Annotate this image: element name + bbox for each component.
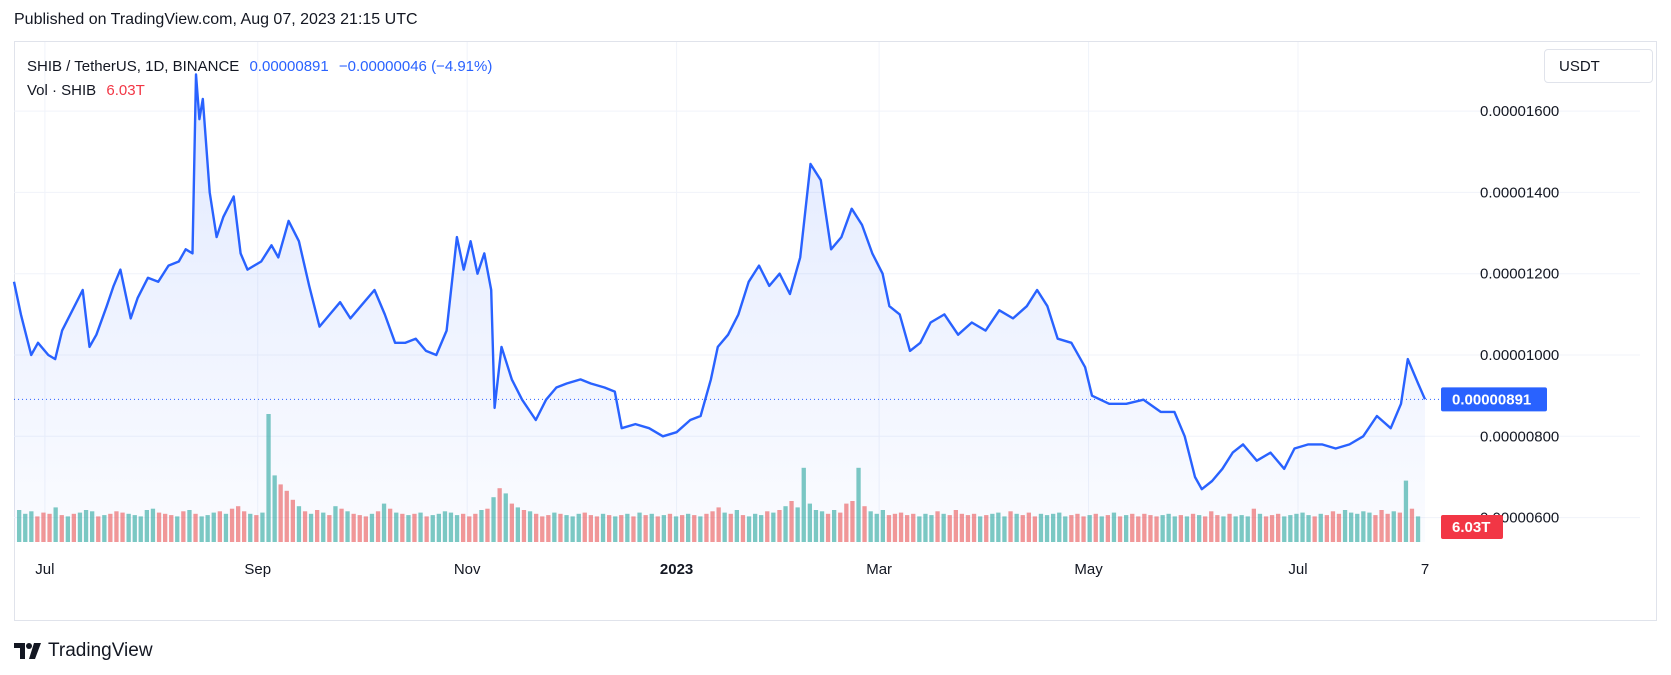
- legend-volume-label: Vol · SHIB: [27, 82, 97, 99]
- x-tick-label: May: [1074, 561, 1103, 578]
- last-price-label-text: 0.00000891: [1452, 391, 1531, 408]
- legend-change: −0.00000046 (−4.91%): [338, 58, 493, 75]
- y-tick-label: 0.00001600: [1480, 103, 1559, 120]
- price-area-fill: [14, 74, 1425, 542]
- x-tick-label: Jul: [35, 561, 54, 578]
- price-line: [12, 73, 1427, 491]
- published-note: Published on TradingView.com, Aug 07, 20…: [14, 11, 418, 28]
- currency-button[interactable]: USDT: [1544, 49, 1653, 83]
- legend-price-row: SHIB / TetherUS, 1D, BINANCE 0.00000891 …: [27, 55, 492, 79]
- chart-legend: SHIB / TetherUS, 1D, BINANCE 0.00000891 …: [27, 55, 492, 103]
- legend-symbol: SHIB / TetherUS, 1D, BINANCE: [27, 58, 240, 75]
- last-volume-label-bg: [1441, 515, 1503, 539]
- last-price-label: 0.00000891: [1441, 387, 1547, 412]
- legend-volume-value: 6.03T: [106, 82, 145, 99]
- y-tick-label: 0.00001200: [1480, 266, 1559, 283]
- legend-last-price: 0.00000891: [249, 58, 329, 75]
- x-tick-label: Mar: [866, 561, 892, 578]
- x-tick-label: Jul: [1288, 561, 1307, 578]
- last-volume-label: 6.03T: [1441, 515, 1503, 539]
- y-axis: 0.00001600 0.00001400 0.00001200 0.00001000…: [1480, 103, 1559, 527]
- tradingview-logo-icon: [14, 643, 41, 659]
- y-tick-label: 0.00001400: [1480, 184, 1559, 201]
- x-tick-label: Sep: [244, 561, 271, 578]
- brand-name: TradingView: [48, 640, 153, 661]
- x-tick-label: Nov: [454, 561, 481, 578]
- last-price-label-bg: [1441, 387, 1547, 412]
- tradingview-brand[interactable]: TradingView: [14, 640, 153, 662]
- x-tick-label: 7: [1421, 561, 1429, 578]
- last-volume-label-text: 6.03T: [1452, 519, 1490, 536]
- y-tick-label: 0.00000800: [1480, 428, 1559, 445]
- y-tick-label: 0.00001000: [1480, 347, 1559, 364]
- legend-volume-row: Vol · SHIB 6.03T: [27, 79, 492, 103]
- x-tick-label: 2023: [660, 561, 693, 578]
- x-axis: Jul Sep Nov 2023 Mar May Jul 7: [35, 561, 1429, 578]
